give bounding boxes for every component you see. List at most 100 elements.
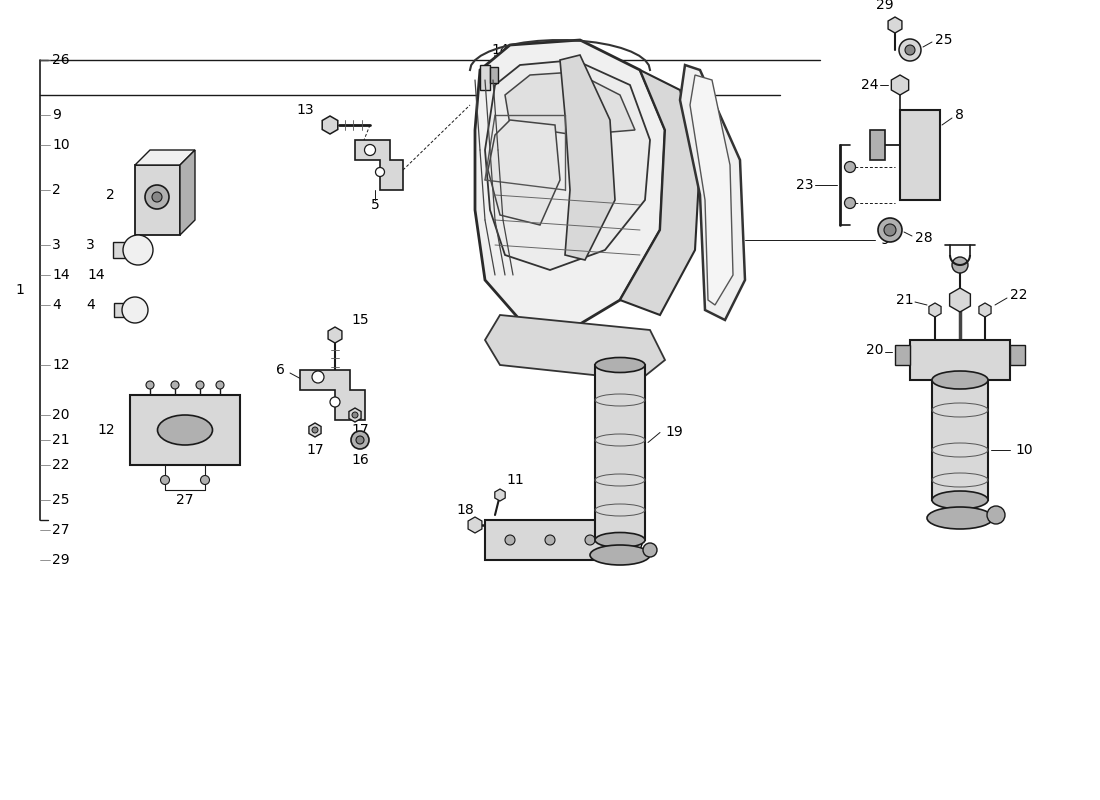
Text: 20: 20 (52, 408, 69, 422)
Text: 1: 1 (15, 283, 24, 297)
Text: 14: 14 (492, 43, 509, 57)
Text: 19: 19 (666, 426, 683, 439)
Text: 12: 12 (52, 358, 69, 372)
Circle shape (351, 431, 369, 449)
Text: 28: 28 (915, 231, 933, 245)
Circle shape (312, 371, 324, 383)
Polygon shape (180, 150, 195, 235)
Text: 25: 25 (52, 493, 69, 507)
Circle shape (905, 45, 915, 55)
Polygon shape (620, 70, 700, 315)
Polygon shape (891, 75, 909, 95)
Text: 21: 21 (52, 433, 69, 447)
Text: 4: 4 (52, 298, 60, 312)
Polygon shape (900, 110, 940, 200)
Polygon shape (690, 75, 733, 305)
Text: 29: 29 (52, 553, 69, 567)
Text: 5: 5 (371, 198, 380, 212)
Text: 22: 22 (52, 458, 69, 472)
Bar (485, 520, 615, 560)
Circle shape (200, 475, 209, 485)
Polygon shape (979, 303, 991, 317)
Polygon shape (495, 489, 505, 501)
Ellipse shape (590, 545, 650, 565)
Text: 18: 18 (456, 503, 474, 517)
Text: 14: 14 (87, 268, 104, 282)
Circle shape (330, 397, 340, 407)
Circle shape (644, 543, 657, 557)
Polygon shape (469, 517, 482, 533)
Text: 10: 10 (52, 138, 69, 152)
Polygon shape (349, 408, 361, 422)
Polygon shape (135, 150, 195, 165)
Polygon shape (485, 60, 650, 270)
Text: 22: 22 (1010, 288, 1027, 302)
Circle shape (878, 218, 902, 242)
Polygon shape (949, 288, 970, 312)
Ellipse shape (595, 358, 645, 373)
Polygon shape (322, 116, 338, 134)
Ellipse shape (595, 533, 645, 547)
Circle shape (845, 162, 856, 173)
Polygon shape (485, 315, 666, 380)
Polygon shape (1010, 345, 1025, 365)
Polygon shape (928, 303, 942, 317)
Text: 12: 12 (98, 423, 116, 437)
Text: 16: 16 (351, 453, 369, 467)
Text: 2: 2 (52, 183, 60, 197)
Polygon shape (475, 40, 666, 330)
Text: 15: 15 (351, 313, 369, 327)
Circle shape (122, 297, 149, 323)
Text: 21: 21 (896, 293, 914, 307)
Polygon shape (888, 17, 902, 33)
Circle shape (196, 381, 204, 389)
Ellipse shape (932, 371, 988, 389)
Circle shape (161, 475, 169, 485)
Polygon shape (488, 120, 560, 225)
Circle shape (170, 381, 179, 389)
Text: 3: 3 (52, 238, 60, 252)
Bar (130, 395, 240, 465)
Circle shape (952, 257, 968, 273)
Bar (490, 67, 498, 83)
Text: 29: 29 (877, 0, 894, 12)
Text: 10: 10 (1015, 443, 1033, 457)
Ellipse shape (927, 507, 993, 529)
Text: 17: 17 (351, 423, 369, 437)
Circle shape (312, 427, 318, 433)
Text: 7: 7 (635, 543, 643, 557)
Circle shape (123, 235, 153, 265)
Circle shape (145, 185, 169, 209)
Text: 9: 9 (52, 108, 60, 122)
Bar (114, 303, 126, 317)
Text: 11: 11 (506, 473, 524, 487)
Ellipse shape (932, 491, 988, 509)
Polygon shape (560, 55, 615, 260)
Text: 27: 27 (176, 493, 194, 507)
Circle shape (585, 535, 595, 545)
Circle shape (352, 412, 358, 418)
Text: 25: 25 (935, 33, 953, 47)
Circle shape (544, 535, 556, 545)
Bar (595, 365, 645, 540)
Text: 3: 3 (86, 238, 95, 252)
Polygon shape (135, 165, 180, 235)
Circle shape (505, 535, 515, 545)
Text: 27: 27 (52, 523, 69, 537)
Circle shape (216, 381, 224, 389)
Bar (910, 340, 1010, 380)
Text: 8: 8 (955, 108, 964, 122)
Circle shape (152, 192, 162, 202)
Circle shape (146, 381, 154, 389)
Circle shape (899, 39, 921, 61)
Bar (480, 65, 490, 90)
Polygon shape (895, 345, 910, 365)
Bar (113, 242, 127, 258)
Text: 14: 14 (52, 268, 69, 282)
Text: 17: 17 (306, 443, 323, 457)
Text: 20: 20 (867, 343, 883, 357)
Text: 2: 2 (107, 188, 116, 202)
Bar (932, 380, 988, 500)
Circle shape (987, 506, 1005, 524)
Polygon shape (300, 370, 365, 420)
